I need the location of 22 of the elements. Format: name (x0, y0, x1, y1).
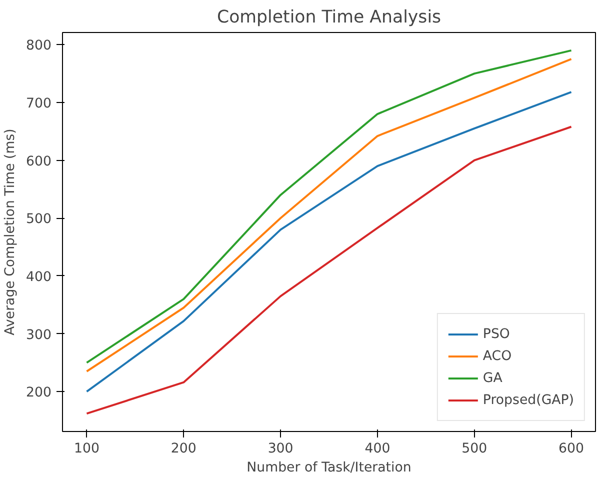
x-tick-label: 500 (462, 442, 488, 456)
x-tick-label: 600 (558, 442, 584, 456)
x-tick-label: 200 (170, 442, 196, 456)
y-tick-label: 700 (26, 96, 52, 112)
y-tick-label: 500 (26, 212, 52, 228)
y-tick-label: 200 (26, 386, 52, 401)
y-axis-title: Average Completion Time (ms) (3, 128, 18, 336)
chart-title: Completion Time Analysis (216, 8, 442, 28)
legend-label: Propsed(GAP) (482, 392, 574, 408)
x-tick-label: 100 (74, 442, 100, 456)
y-tick-label: 600 (26, 154, 52, 170)
x-axis-title: Number of Task/Iteration (246, 460, 412, 476)
y-tick-label: 400 (26, 270, 52, 285)
x-tick-label: 400 (364, 442, 390, 456)
x-tick-label: 300 (268, 442, 294, 456)
y-tick-label: 800 (26, 38, 52, 54)
y-tick-label: 300 (26, 328, 52, 343)
legend-label: ACO (482, 348, 512, 364)
line-series (86, 91, 572, 393)
legend-label: PSO (482, 326, 510, 342)
line-series (86, 126, 572, 415)
legend-label: GA (482, 370, 503, 386)
